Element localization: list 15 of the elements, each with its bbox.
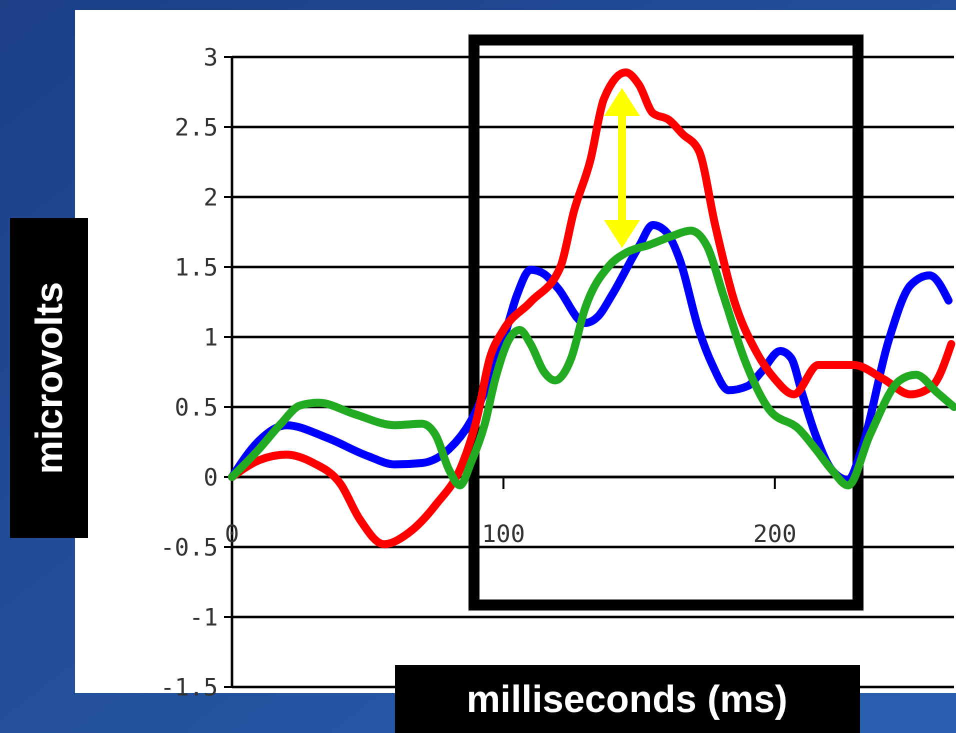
- y-tick-label: -0.5: [160, 533, 218, 562]
- y-tick-label: 0.5: [174, 393, 218, 422]
- x-axis-title: milliseconds (ms): [466, 679, 788, 721]
- label-box: microvolts: [10, 218, 88, 538]
- y-tick-label: 1.5: [174, 253, 218, 282]
- x-tick-label: 200: [753, 520, 797, 548]
- y-axis-title: microvolts: [29, 282, 71, 474]
- y-tick-label: -1: [189, 603, 218, 632]
- label-box: milliseconds (ms): [395, 665, 860, 733]
- y-tick-label: 2.5: [174, 113, 218, 142]
- x-tick-label: 100: [482, 520, 526, 548]
- y-tick-label: 2: [204, 183, 218, 212]
- y-tick-label: 0: [204, 463, 218, 492]
- y-tick-label: 1: [204, 323, 218, 352]
- y-tick-label: 3: [204, 43, 218, 72]
